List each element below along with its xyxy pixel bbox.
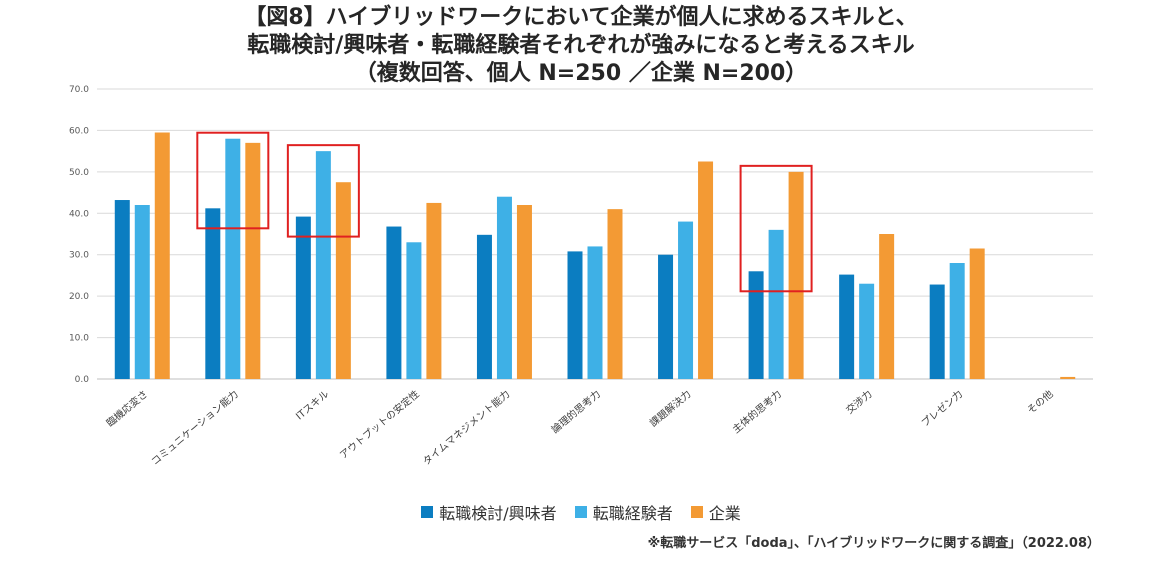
x-tick-label: ITスキル — [294, 389, 331, 423]
y-tick-label: 70.0 — [69, 85, 89, 95]
legend-swatch-series1 — [421, 506, 434, 518]
highlight-box — [286, 144, 360, 238]
x-tick-label: コミュニケーション能力 — [148, 387, 240, 468]
bar-1 — [839, 274, 855, 379]
bar-3 — [1060, 376, 1076, 379]
bar-2 — [134, 205, 150, 379]
bar-3 — [516, 205, 532, 379]
bar-1 — [476, 234, 492, 379]
legend-label-series3: 企業 — [708, 504, 741, 523]
x-tick-label: 論理的思考力 — [549, 387, 603, 436]
legend-item-series1: 転職検討/興味者 — [421, 500, 557, 524]
bar-1 — [114, 200, 130, 379]
bar-3 — [426, 202, 442, 379]
y-tick-label: 20.0 — [69, 292, 89, 302]
bar-3 — [879, 234, 895, 379]
bar-1 — [205, 208, 221, 379]
bar-3 — [788, 171, 804, 379]
legend-swatch-series2 — [574, 506, 587, 518]
legend: 転職検討/興味者 転職経験者 企業 — [0, 500, 1162, 524]
title-line-1: 【図8】ハイブリッドワークにおいて企業が個人に求めるスキルと、 — [244, 5, 918, 30]
bar-1 — [295, 216, 311, 379]
legend-label-series2: 転職経験者 — [592, 504, 673, 523]
x-tick-label: 主体的思考力 — [730, 387, 784, 436]
source-note: ※転職サービス「doda」、「ハイブリッドワークに関する調査」（2022.08） — [647, 536, 1100, 551]
legend-swatch-series3 — [690, 506, 703, 518]
bar-2 — [768, 229, 784, 379]
bar-2 — [949, 263, 965, 379]
bar-2 — [496, 196, 512, 379]
y-tick-label: 60.0 — [69, 126, 89, 136]
highlight-box — [739, 164, 813, 293]
y-tick-label: 50.0 — [69, 168, 89, 178]
bar-1 — [748, 271, 764, 379]
x-tick-label: タイムマネジメント能力 — [420, 387, 512, 468]
x-tick-label: 交渉力 — [843, 387, 874, 416]
bar-2 — [225, 138, 241, 379]
x-tick-label: プレゼン力 — [918, 387, 965, 429]
bar-1 — [929, 284, 945, 379]
bar-3 — [335, 182, 351, 379]
legend-item-series3: 企業 — [690, 500, 741, 524]
bar-3 — [154, 132, 170, 379]
highlight-box — [196, 131, 270, 230]
x-tick-label: アウトプットの安定性 — [337, 387, 422, 461]
bar-3 — [245, 142, 261, 379]
title-line-2: 転職検討/興味者・転職経験者それぞれが強みになると考えるスキル — [247, 33, 915, 58]
bar-chart: 0.0 10.0 20.0 30.0 40.0 50.0 60.0 70.0 臨機応変さ コミュニ… — [69, 85, 1093, 468]
y-tick-label: 10.0 — [69, 334, 89, 344]
x-tick-label: 課題解決力 — [647, 387, 694, 429]
bar-1 — [567, 251, 583, 379]
chart-title: 【図8】ハイブリッドワークにおいて企業が個人に求めるスキルと、 転職検討/興味者… — [0, 4, 1162, 88]
bar-3 — [969, 248, 985, 379]
bar-1 — [386, 226, 402, 379]
bar-2 — [678, 221, 694, 379]
legend-item-series2: 転職経験者 — [574, 500, 673, 524]
bar-3 — [698, 161, 714, 379]
bar-2 — [315, 151, 331, 379]
legend-label-series1: 転職検討/興味者 — [439, 504, 557, 523]
bar-3 — [607, 209, 623, 379]
bar-2 — [406, 242, 422, 379]
title-line-3: （複数回答、個人 N=250 ／企業 N=200） — [354, 61, 808, 86]
bar-2 — [859, 283, 875, 379]
y-tick-label: 0.0 — [75, 375, 90, 385]
bar-1 — [658, 254, 674, 379]
y-tick-label: 40.0 — [69, 209, 89, 219]
x-tick-label: 臨機応変さ — [104, 387, 151, 429]
bar-2 — [587, 246, 603, 379]
y-tick-label: 30.0 — [69, 251, 89, 261]
x-tick-label: その他 — [1024, 387, 1055, 416]
